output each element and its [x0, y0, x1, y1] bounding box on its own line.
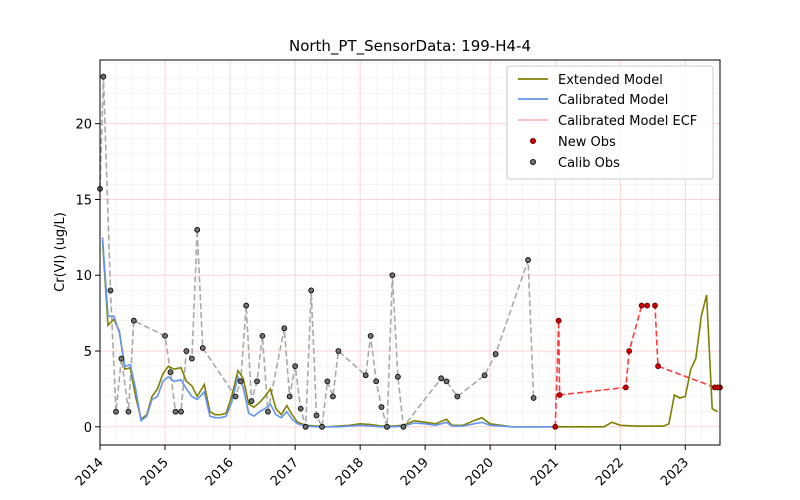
calib-obs-point	[319, 423, 325, 430]
legend-label-calibrated-model: Calibrated Model	[558, 93, 668, 108]
new-obs-point	[655, 363, 661, 370]
y-tick-label: 0	[84, 421, 92, 436]
new-obs-point	[652, 302, 658, 309]
calib-obs-point	[178, 408, 184, 415]
calib-obs-point	[400, 423, 407, 430]
calib-obs-point	[378, 404, 385, 411]
calib-obs-point	[286, 393, 293, 400]
legend-label-new-obs: New Obs	[558, 135, 616, 150]
new-obs-point	[552, 423, 559, 430]
calib-obs-point	[302, 423, 309, 430]
calib-obs-point	[188, 355, 195, 362]
legend: Extended Model Calibrated Model Calibrat…	[506, 65, 714, 180]
y-tick-label: 10	[75, 269, 92, 284]
calib-obs-point	[167, 369, 174, 376]
legend-swatch-new-obs	[530, 137, 537, 144]
legend-label-calibrated-model-ecf: Calibrated Model ECF	[558, 114, 697, 129]
calib-obs-point	[113, 408, 119, 415]
calib-obs-point	[194, 226, 201, 233]
calibrated-model-line	[101, 237, 556, 428]
calib-obs-point	[530, 395, 537, 401]
calib-obs-point	[330, 393, 336, 400]
x-tick-label: 2023	[658, 455, 692, 489]
calib-obs-point	[297, 405, 304, 412]
legend-label-calib-obs: Calib Obs	[558, 156, 620, 171]
calib-obs-point	[454, 393, 461, 400]
calib-obs-point	[183, 348, 190, 354]
calib-obs-point	[292, 363, 299, 370]
legend-swatch-calib-obs	[530, 158, 537, 165]
x-tick-label: 2021	[528, 455, 562, 489]
calib-obs-point	[389, 272, 396, 279]
calib-obs-point	[243, 302, 250, 309]
calib-obs-point	[481, 372, 488, 379]
calib-obs-point	[265, 408, 271, 415]
calib-obs-point	[248, 398, 255, 404]
y-tick-label: 5	[84, 345, 92, 360]
new-obs-point	[626, 348, 633, 354]
y-axis-label: Cr(VI) (ug/L)	[53, 212, 68, 292]
calib-obs-point	[384, 423, 390, 430]
calib-obs-point	[525, 257, 531, 263]
calib-obs-point	[492, 351, 499, 357]
new-obs-point	[644, 302, 651, 309]
calib-obs-point	[281, 325, 288, 332]
calib-obs-point	[362, 372, 369, 379]
calib-obs-point	[162, 332, 168, 339]
x-tick-label: 2019	[398, 455, 432, 489]
y-tick-label: 20	[75, 118, 92, 133]
marker-layer	[97, 73, 723, 430]
plot-frame	[99, 59, 721, 446]
calib-obs-point	[199, 345, 206, 351]
calib-obs-point	[443, 378, 450, 385]
calib-obs-point	[313, 412, 320, 419]
calib-obs-point	[130, 317, 137, 324]
calib-obs-point	[335, 348, 342, 354]
calib-obs-point	[172, 408, 179, 415]
new-obs-point	[555, 317, 562, 324]
new-obs-point	[556, 392, 563, 398]
calib-obs-point	[438, 375, 445, 382]
x-tick-label: 2017	[268, 455, 302, 489]
chart-title: North_PT_SensorData: 199-H4-4	[289, 37, 531, 56]
calib-obs-point	[367, 332, 374, 339]
calib-obs-point	[125, 408, 132, 415]
calib-obs-point	[259, 332, 266, 339]
new-obs-point	[638, 302, 645, 309]
calib-obs-point	[100, 73, 107, 80]
calib-obs-point	[107, 287, 114, 294]
legend-box	[506, 65, 714, 180]
x-tick-label: 2016	[203, 455, 237, 489]
x-tick-label: 2015	[138, 455, 172, 489]
x-tick-label: 2018	[333, 455, 367, 489]
y-tick-label: 15	[75, 193, 92, 208]
calib-obs-point	[232, 393, 239, 400]
x-tick-label: 2020	[463, 455, 497, 489]
new-obs-point	[622, 384, 629, 391]
calib-obs-point	[394, 373, 401, 380]
calib-obs-point	[373, 378, 380, 385]
calib-obs-point	[324, 378, 331, 385]
calib-obs-point	[237, 378, 244, 385]
legend-label-extended-model: Extended Model	[558, 73, 663, 88]
x-tick-label: 2022	[593, 455, 627, 489]
calib-obs-point	[254, 378, 260, 385]
x-tick-label: 2014	[73, 455, 107, 489]
calib-obs-point	[308, 287, 315, 294]
calib-obs-point	[118, 355, 125, 362]
